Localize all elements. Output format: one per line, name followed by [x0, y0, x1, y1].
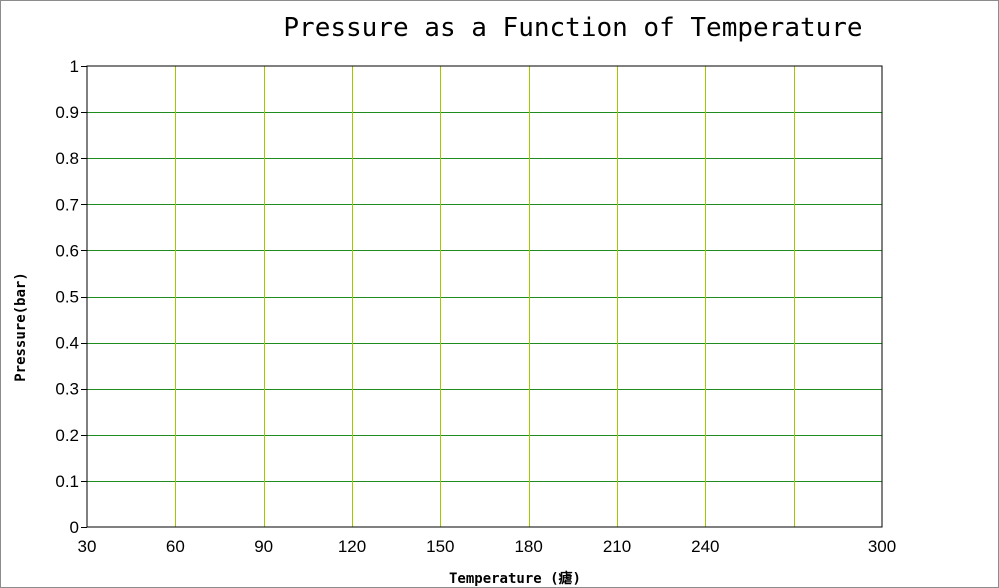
x-tick-label: 60 — [166, 537, 185, 556]
x-tick-label: 300 — [868, 537, 896, 556]
y-axis-label: Pressure(bar) — [13, 272, 29, 382]
y-tick-label: 0.7 — [55, 195, 79, 214]
y-tick-label: 0.8 — [55, 149, 79, 168]
x-tick-label: 120 — [338, 537, 366, 556]
x-tick-label: 180 — [514, 537, 542, 556]
y-tick-label: 1 — [70, 57, 79, 76]
y-tick-labels: 0 0.1 0.2 0.3 0.4 0.5 0.6 0.7 0.8 0.9 1 — [55, 57, 87, 537]
plot-area — [87, 66, 882, 527]
y-tick-label: 0.9 — [55, 103, 79, 122]
x-axis-label: Temperature (瘧) — [449, 570, 581, 587]
x-tick-label: 240 — [691, 537, 719, 556]
x-tick-label: 90 — [254, 537, 273, 556]
y-tick-label: 0.1 — [55, 472, 79, 491]
y-tick-label: 0.6 — [55, 241, 79, 260]
x-tick-label: 210 — [603, 537, 631, 556]
y-tick-label: 0.5 — [55, 288, 79, 307]
y-tick-label: 0 — [70, 518, 79, 537]
y-tick-label: 0.2 — [55, 426, 79, 445]
y-tick-label: 0.3 — [55, 380, 79, 399]
grid-layer — [87, 66, 882, 527]
x-tick-label: 150 — [426, 537, 454, 556]
x-tick-labels: 30 60 90 120 150 180 210 240 300 — [78, 537, 897, 556]
y-tick-label: 0.4 — [55, 334, 79, 353]
chart-title: Pressure as a Function of Temperature — [283, 13, 862, 43]
x-tick-label: 30 — [78, 537, 97, 556]
